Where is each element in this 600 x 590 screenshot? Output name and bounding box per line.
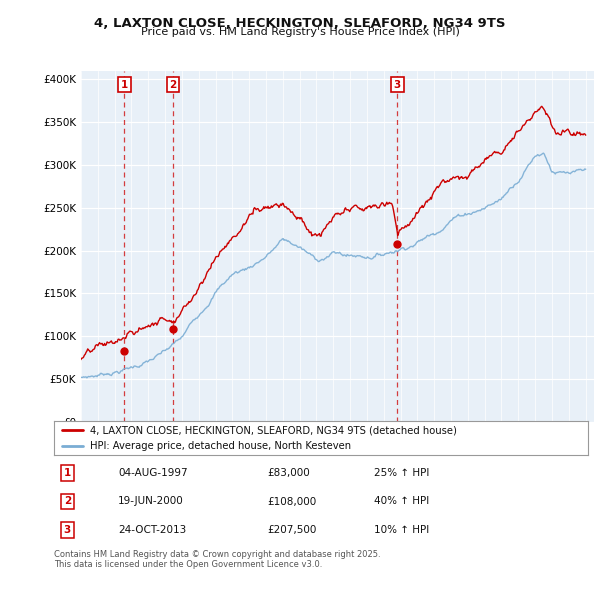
Text: 4, LAXTON CLOSE, HECKINGTON, SLEAFORD, NG34 9TS: 4, LAXTON CLOSE, HECKINGTON, SLEAFORD, N… — [94, 17, 506, 30]
Text: 2: 2 — [169, 80, 176, 90]
Text: 25% ↑ HPI: 25% ↑ HPI — [374, 468, 430, 478]
Text: 4, LAXTON CLOSE, HECKINGTON, SLEAFORD, NG34 9TS (detached house): 4, LAXTON CLOSE, HECKINGTON, SLEAFORD, N… — [91, 425, 457, 435]
Text: 19-JUN-2000: 19-JUN-2000 — [118, 497, 184, 506]
Text: 1: 1 — [121, 80, 128, 90]
Text: Contains HM Land Registry data © Crown copyright and database right 2025.
This d: Contains HM Land Registry data © Crown c… — [54, 550, 380, 569]
Text: 04-AUG-1997: 04-AUG-1997 — [118, 468, 188, 478]
Text: 24-OCT-2013: 24-OCT-2013 — [118, 525, 187, 535]
Text: 10% ↑ HPI: 10% ↑ HPI — [374, 525, 430, 535]
Text: 40% ↑ HPI: 40% ↑ HPI — [374, 497, 430, 506]
Text: £83,000: £83,000 — [268, 468, 310, 478]
Text: HPI: Average price, detached house, North Kesteven: HPI: Average price, detached house, Nort… — [91, 441, 352, 451]
Text: 2: 2 — [64, 497, 71, 506]
Text: £108,000: £108,000 — [268, 497, 317, 506]
Text: 3: 3 — [64, 525, 71, 535]
Text: 3: 3 — [394, 80, 401, 90]
Text: £207,500: £207,500 — [268, 525, 317, 535]
Text: Price paid vs. HM Land Registry's House Price Index (HPI): Price paid vs. HM Land Registry's House … — [140, 27, 460, 37]
Text: 1: 1 — [64, 468, 71, 478]
